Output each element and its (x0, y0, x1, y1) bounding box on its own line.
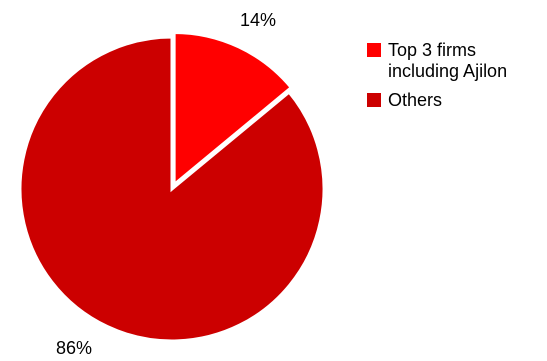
legend-item-top3: Top 3 firms including Ajilon (367, 40, 538, 82)
data-label-others: 86% (56, 338, 92, 358)
legend-label-others: Others (388, 90, 443, 110)
data-label-top3: 14% (240, 10, 276, 30)
legend-swatch-top3 (367, 43, 381, 57)
pie-slice-top3 (172, 30, 294, 188)
legend-swatch-others (367, 93, 381, 107)
pie-slice-others (18, 35, 326, 343)
legend: Top 3 firms including Ajilon Others (367, 40, 538, 119)
legend-item-others: Others (367, 90, 538, 111)
legend-label-top3: Top 3 firms including Ajilon (388, 40, 508, 81)
